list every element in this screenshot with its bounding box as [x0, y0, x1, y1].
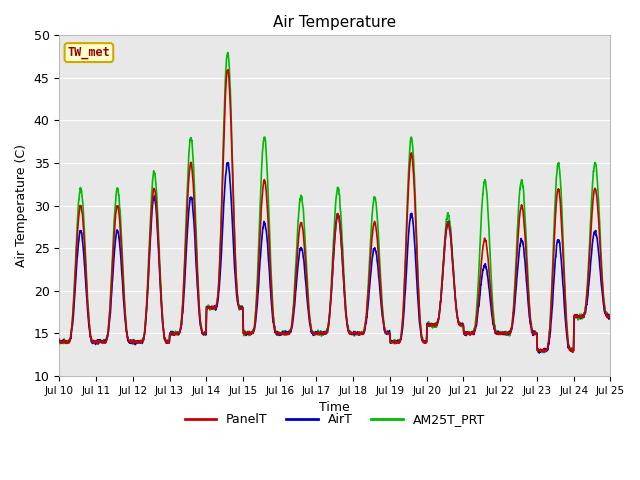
AM25T_PRT — [154, 227, 162, 232]
PanelT — [607, 312, 614, 318]
Line: PanelT: PanelT — [60, 70, 611, 352]
AirT — [428, 322, 436, 327]
PanelT — [459, 322, 467, 328]
PanelT — [606, 312, 614, 318]
Title: Air Temperature: Air Temperature — [273, 15, 396, 30]
AirT — [536, 350, 543, 356]
AirT — [607, 313, 614, 319]
AirT — [490, 323, 497, 329]
Line: AM25T_PRT: AM25T_PRT — [60, 52, 611, 353]
PanelT — [224, 67, 232, 72]
X-axis label: Time: Time — [319, 401, 350, 414]
AM25T_PRT — [490, 313, 497, 319]
AM25T_PRT — [459, 322, 467, 327]
AirT — [225, 160, 232, 166]
Line: AirT: AirT — [60, 163, 611, 353]
AM25T_PRT — [314, 329, 322, 335]
PanelT — [541, 349, 548, 355]
AirT — [154, 241, 162, 247]
Legend: PanelT, AirT, AM25T_PRT: PanelT, AirT, AM25T_PRT — [180, 408, 490, 431]
AM25T_PRT — [56, 339, 63, 345]
AirT — [459, 321, 467, 326]
PanelT — [490, 322, 497, 327]
AM25T_PRT — [428, 324, 436, 329]
PanelT — [154, 237, 162, 243]
AM25T_PRT — [224, 49, 232, 55]
AM25T_PRT — [606, 313, 614, 319]
Y-axis label: Air Temperature (C): Air Temperature (C) — [15, 144, 28, 267]
AM25T_PRT — [540, 350, 548, 356]
AirT — [606, 313, 614, 319]
PanelT — [314, 330, 322, 336]
Text: TW_met: TW_met — [68, 46, 110, 59]
AM25T_PRT — [607, 314, 614, 320]
AirT — [314, 329, 322, 335]
PanelT — [428, 323, 436, 328]
PanelT — [56, 336, 63, 342]
AirT — [56, 337, 63, 343]
